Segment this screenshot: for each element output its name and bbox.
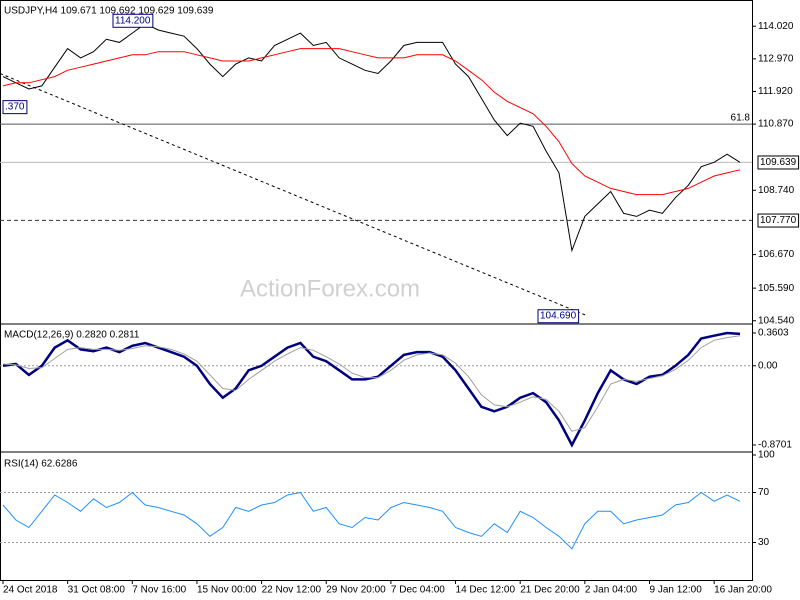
y-tick-label: 105.590 (758, 283, 795, 294)
panel-title: USDJPY,H4 109.671 109.692 109.629 109.63… (4, 6, 214, 17)
marker-label: .370 (5, 102, 25, 113)
y-tick-label: 0.00 (758, 360, 778, 371)
frame (0, 0, 753, 581)
y-tick-label: 110.870 (758, 119, 794, 130)
y-tick-label: 30 (758, 537, 770, 548)
marker-label: 114.200 (115, 15, 151, 26)
y-tick-label: 104.540 (758, 315, 795, 326)
y-tick-label: 114.020 (758, 21, 794, 32)
y-tick-label: 112.970 (758, 53, 794, 64)
x-tick-label: 29 Nov 20:00 (326, 585, 386, 596)
x-tick-label: 7 Nov 16:00 (132, 585, 186, 596)
x-tick-label: 31 Oct 08:00 (68, 585, 126, 596)
x-tick-label: 14 Dec 12:00 (456, 585, 516, 596)
label-box (2, 100, 28, 115)
series-line (2, 335, 741, 432)
x-tick-label: 7 Dec 04:00 (391, 585, 445, 596)
y-tick-label: 108.740 (758, 185, 795, 196)
x-tick-label: 21 Dec 20:00 (520, 585, 580, 596)
series-line (2, 491, 741, 550)
y-tick-label: 111.920 (758, 86, 793, 97)
x-tick-label: 16 Jan 20:00 (714, 585, 772, 596)
x-tick-label: 2 Jan 04:00 (585, 585, 638, 596)
x-tick-label: 9 Jan 12:00 (649, 585, 702, 596)
label-box (112, 13, 154, 28)
level-label: 61.8 (731, 113, 751, 124)
series-line (2, 48, 741, 196)
panel-title: MACD(12,26,9) 0.2820 0.2811 (4, 330, 140, 341)
y-tick-label: 0.3603 (758, 328, 789, 339)
y-tick-label: -0.8701 (758, 440, 792, 451)
label-box (537, 309, 580, 324)
level-label: 107.770 (760, 215, 797, 226)
series-line (2, 23, 741, 253)
label-box (757, 213, 800, 228)
marker-label: 104.690 (540, 311, 577, 322)
x-tick-label: 15 Nov 00:00 (197, 585, 257, 596)
x-tick-label: 22 Nov 12:00 (262, 585, 322, 596)
watermark: ActionForex.com (240, 275, 420, 302)
x-tick-label: 24 Oct 2018 (3, 585, 58, 596)
y-tick-label: 100 (758, 450, 775, 461)
level-label: 109.639 (760, 157, 797, 168)
panel-title: RSI(14) 62.6286 (4, 459, 78, 470)
y-tick-label: 106.670 (758, 249, 795, 260)
label-box (757, 155, 800, 170)
trend-line (0, 72, 589, 317)
y-tick-label: 70 (758, 487, 770, 498)
